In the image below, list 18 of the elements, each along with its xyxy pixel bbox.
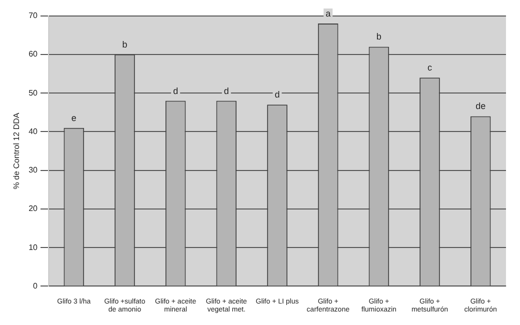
y-tick-label: 10: [28, 242, 38, 252]
annotation: b: [122, 39, 128, 50]
annotation: d: [274, 90, 280, 100]
y-tick-label: 30: [28, 166, 38, 175]
y-axis-title: % de Control 12 DDA: [12, 112, 22, 190]
y-tick-label: 20: [28, 204, 38, 214]
annotation: a: [326, 8, 331, 19]
annotation: d: [173, 86, 178, 96]
annotation: d: [224, 86, 229, 96]
y-tick-label: 70: [28, 11, 38, 20]
annotation: de: [476, 101, 486, 112]
y-tick-label: 40: [28, 126, 38, 136]
annotation: c: [428, 62, 432, 73]
y-tick-label: 60: [28, 50, 38, 59]
annotation: b: [376, 32, 382, 42]
annotation: e: [71, 112, 76, 123]
y-tick-label: 50: [28, 88, 38, 98]
y-tick-label: 0: [33, 281, 38, 290]
